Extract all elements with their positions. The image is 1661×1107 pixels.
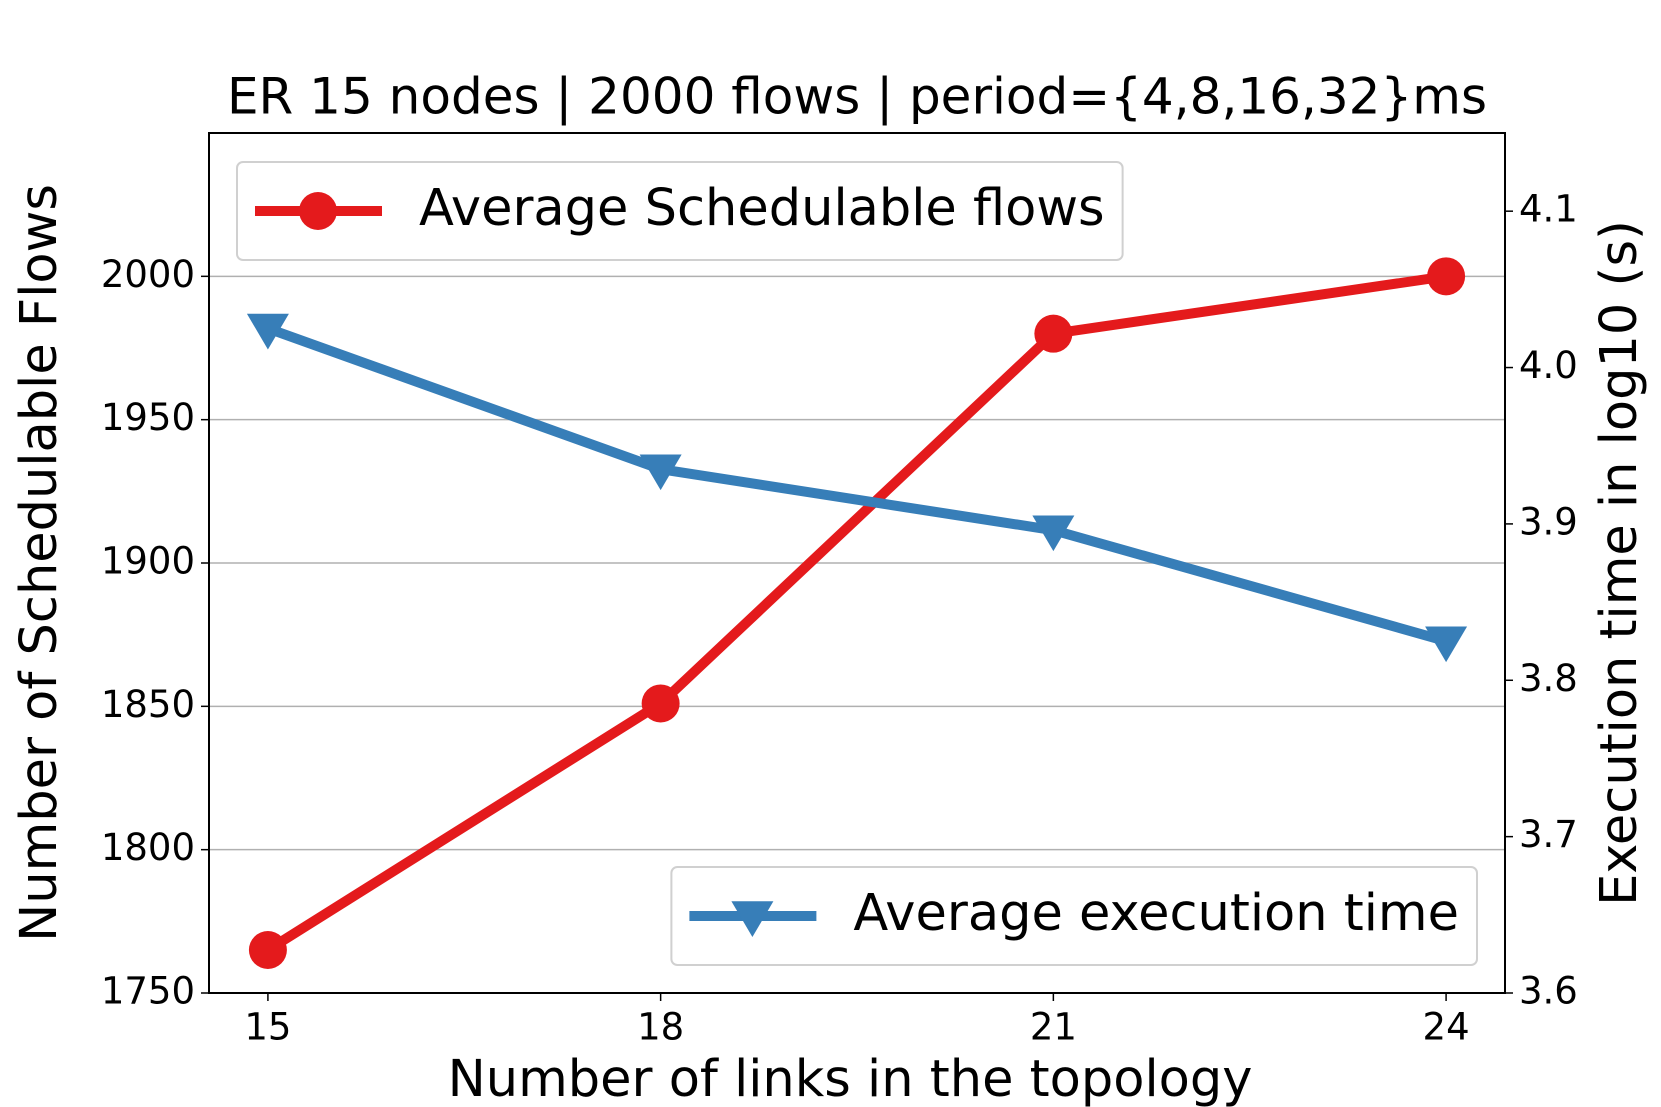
y-tick-label: 1900 (101, 540, 195, 583)
marker (1034, 314, 1073, 353)
legend-label: Average execution time (853, 884, 1459, 943)
y-tick-label: 1800 (101, 826, 195, 869)
legend-box (670, 866, 1478, 966)
marker (1427, 257, 1466, 296)
marker (641, 684, 680, 723)
y2-tick-label: 3.7 (1519, 813, 1578, 856)
series-line (266, 323, 1448, 646)
x-axis-label: Number of links in the topology (448, 1050, 1253, 1107)
marker (639, 454, 682, 491)
x-tick-label: 24 (1423, 1006, 1470, 1049)
y-tick-label: 1950 (101, 396, 195, 439)
legend-marker (299, 192, 337, 230)
chart-title: ER 15 nodes | 2000 flows | period={4,8,1… (227, 68, 1487, 126)
y-tick-label: 1750 (101, 970, 195, 1013)
legend-marker (731, 901, 774, 937)
x-tick-label: 18 (637, 1006, 684, 1049)
x-tick-label: 15 (244, 1006, 291, 1049)
y2-tick-label: 3.6 (1519, 970, 1578, 1013)
y2-tick-label: 4.1 (1519, 188, 1578, 231)
y2-axis-label: Execution time in log10 (s) (1590, 220, 1649, 906)
marker (1425, 626, 1468, 663)
marker (248, 931, 287, 969)
y-tick-label: 2000 (101, 253, 195, 296)
y-axis-label: Number of Schedulable Flows (10, 184, 69, 942)
y2-tick-label: 3.9 (1519, 500, 1578, 543)
y2-tick-label: 4.0 (1519, 344, 1578, 387)
x-tick-label: 21 (1030, 1006, 1077, 1049)
legend-box (236, 161, 1124, 261)
series-line (265, 271, 1447, 955)
legend-label: Average Schedulable flows (419, 179, 1105, 238)
y2-tick-label: 3.8 (1519, 657, 1578, 700)
marker (246, 313, 289, 350)
plot-frame (208, 132, 1506, 994)
y-tick-label: 1850 (101, 683, 195, 726)
marker (1032, 515, 1075, 552)
